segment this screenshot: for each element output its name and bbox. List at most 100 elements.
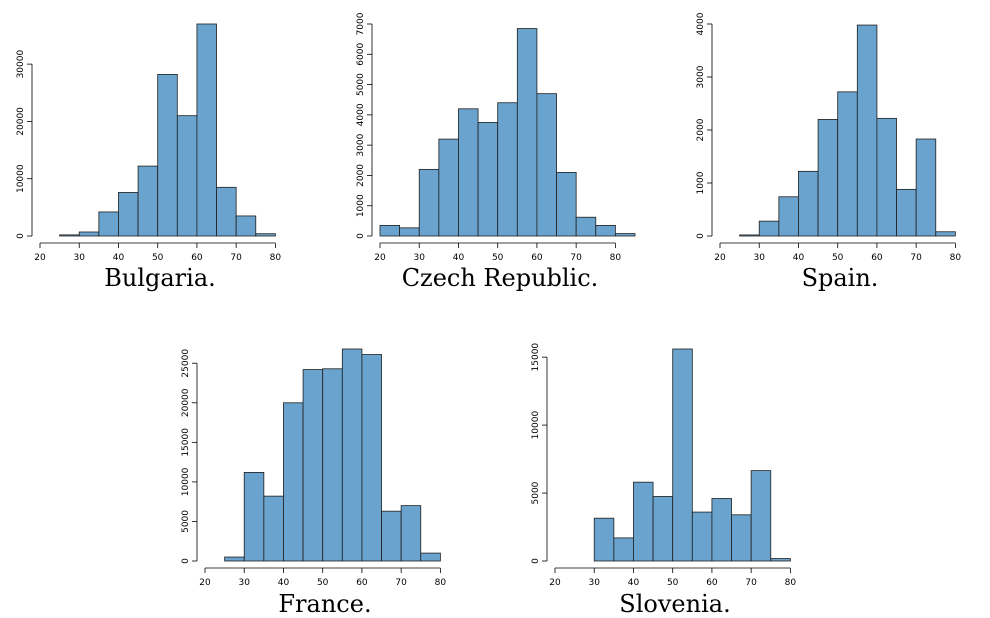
y-tick-label: 3000 <box>356 133 366 156</box>
y-tick-label: 20000 <box>181 388 191 417</box>
y-tick-label: 6000 <box>356 43 366 66</box>
x-tick-label: 30 <box>589 578 601 588</box>
histogram-bar <box>263 495 284 562</box>
histogram-bar <box>118 192 139 237</box>
y-tick-label: 0 <box>356 233 366 239</box>
y-tick-label: 1000 <box>696 171 706 194</box>
histogram-slovenia: 20 30 40 50 60 70 80 0 5000 10000 15000 Slovenia. <box>515 325 835 618</box>
x-tick-label: 50 <box>317 578 329 588</box>
x-tick-label: 60 <box>531 253 543 263</box>
histogram-bar <box>896 188 917 237</box>
histogram-bar <box>235 215 257 237</box>
histogram-bar <box>536 93 557 237</box>
x-tick-label: 20 <box>34 253 46 263</box>
y-tick-label: 1000 <box>356 194 366 217</box>
histogram-czech-republic-plot: 20 30 40 50 60 70 80 0 1000 2000 3000 4000 5000 6000 7… <box>356 12 636 263</box>
y-tick-label: 5000 <box>356 73 366 96</box>
x-tick-label: 50 <box>492 253 504 263</box>
histogram-bar <box>283 402 304 562</box>
histogram-bar <box>302 369 324 562</box>
histogram-france: 20 30 40 50 60 70 80 0 5000 10000 15000 20000 25000 … <box>165 325 485 618</box>
histogram-bar <box>59 234 80 237</box>
histogram-bar <box>750 470 772 562</box>
histogram-bar <box>614 233 636 237</box>
histogram-bar <box>418 168 440 237</box>
histogram-bar <box>438 138 459 237</box>
y-tick-label: 0 <box>16 233 26 239</box>
chart-caption: Slovenia. <box>619 590 731 618</box>
histogram-bar <box>837 91 858 237</box>
chart-caption: France. <box>278 590 372 618</box>
x-tick-label: 80 <box>270 253 282 263</box>
y-tick-label: 4000 <box>356 103 366 126</box>
histogram-bar <box>633 481 654 562</box>
x-tick-label: 80 <box>610 253 622 263</box>
x-tick-label: 80 <box>785 578 797 588</box>
histogram-bulgaria-plot: 20 30 40 50 60 70 80 0 10000 20000 30000 <box>16 23 282 263</box>
x-tick-label: 70 <box>570 253 582 263</box>
y-tick-label: 20000 <box>16 107 26 136</box>
y-tick-label: 0 <box>696 233 706 239</box>
histogram-bar <box>817 119 839 237</box>
y-tick-label: 2000 <box>696 118 706 141</box>
histogram-bar <box>458 108 479 237</box>
x-tick-label: 60 <box>706 578 718 588</box>
y-tick-label: 10000 <box>181 467 191 496</box>
x-tick-label: 20 <box>374 253 386 263</box>
histogram-bar <box>420 552 441 562</box>
histogram-czech-republic: 20 30 40 50 60 70 80 0 1000 2000 3000 4000 5000 6000 7… <box>340 0 660 300</box>
y-tick-label: 30000 <box>16 50 26 79</box>
y-tick-label: 15000 <box>181 428 191 457</box>
histogram-bar <box>613 537 634 562</box>
histogram-bar <box>876 117 897 237</box>
x-tick-label: 30 <box>74 253 86 263</box>
histogram-bar <box>176 115 198 237</box>
histogram-spain-plot: 20 30 40 50 60 70 80 0 1000 2000 3000 4000 <box>696 12 962 263</box>
x-tick-label: 70 <box>745 578 757 588</box>
histogram-spain: 20 30 40 50 60 70 80 0 1000 2000 3000 4000 Spain. <box>680 0 990 300</box>
histogram-france-plot: 20 30 40 50 60 70 80 0 5000 10000 15000 20000 25000 <box>181 348 447 588</box>
x-tick-label: 60 <box>871 253 883 263</box>
y-tick-label: 25000 <box>181 349 191 378</box>
y-tick-label: 5000 <box>531 481 541 504</box>
histogram-bar <box>652 496 674 562</box>
chart-caption: Czech Republic. <box>401 264 599 292</box>
chart-caption: Spain. <box>801 264 879 292</box>
histogram-bar <box>381 510 402 562</box>
histogram-bar <box>672 348 693 562</box>
x-tick-label: 80 <box>435 578 447 588</box>
x-tick-label: 70 <box>395 578 407 588</box>
histogram-bar <box>556 171 577 237</box>
histogram-bar <box>477 122 499 237</box>
histogram-bar <box>497 102 518 237</box>
chart-caption: Bulgaria. <box>104 264 216 292</box>
y-tick-label: 3000 <box>696 65 706 88</box>
histogram-bar <box>935 231 956 237</box>
x-tick-label: 30 <box>414 253 426 263</box>
histogram-bar <box>798 170 819 237</box>
histogram-bar <box>322 368 343 562</box>
y-tick-label: 15000 <box>531 343 541 372</box>
histogram-bar <box>739 234 760 237</box>
histogram-bar <box>595 224 616 237</box>
x-tick-label: 20 <box>549 578 561 588</box>
histogram-slovenia-plot: 20 30 40 50 60 70 80 0 5000 10000 15000 <box>531 343 797 588</box>
histogram-bar <box>400 505 422 562</box>
histogram-bar <box>243 472 265 562</box>
x-tick-label: 40 <box>278 578 290 588</box>
histogram-bar <box>758 220 780 237</box>
x-tick-label: 80 <box>950 253 962 263</box>
histogram-bar <box>341 348 363 562</box>
y-tick-label: 10000 <box>531 411 541 440</box>
histogram-bar <box>361 354 382 562</box>
x-tick-label: 40 <box>113 253 125 263</box>
histogram-bar <box>196 23 217 237</box>
x-tick-label: 60 <box>191 253 203 263</box>
histogram-bar <box>778 196 799 237</box>
x-tick-label: 20 <box>199 578 211 588</box>
histogram-bar <box>593 517 615 562</box>
x-tick-label: 40 <box>793 253 805 263</box>
x-tick-label: 40 <box>453 253 465 263</box>
histogram-bar <box>731 514 752 562</box>
x-tick-label: 40 <box>628 578 640 588</box>
